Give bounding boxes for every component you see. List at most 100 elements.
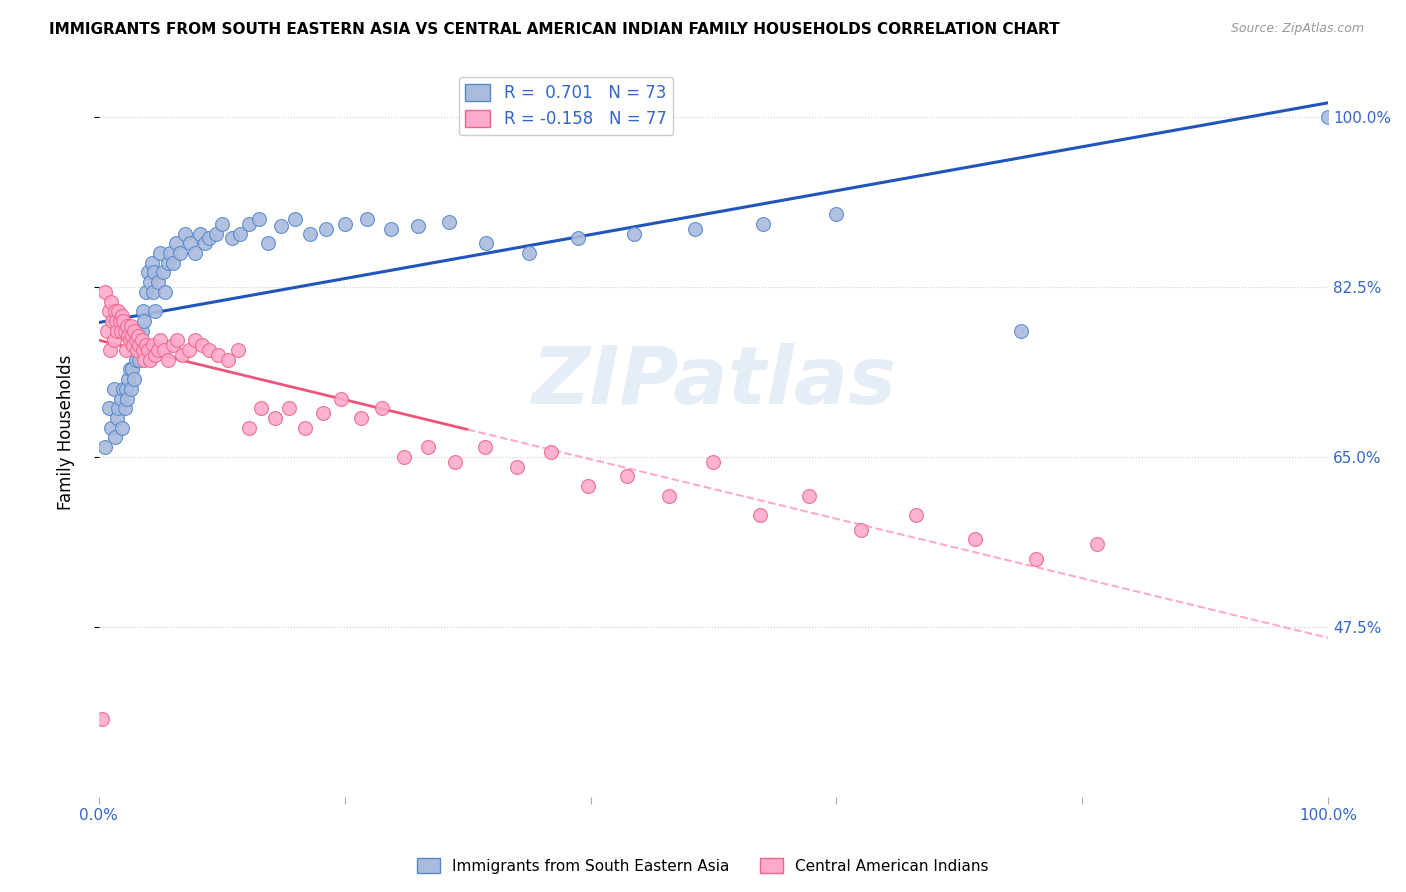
Point: [117, 372, 139, 386]
Point: [1025, 551, 1047, 566]
Point: [122, 338, 145, 352]
Point: [100, 421, 122, 435]
Point: [263, 411, 285, 425]
Point: [111, 309, 134, 323]
Text: ZIPatlas: ZIPatlas: [531, 343, 896, 421]
Point: [134, 314, 156, 328]
Point: [173, 227, 195, 241]
Point: [104, 304, 127, 318]
Point: [284, 212, 307, 227]
Point: [229, 227, 252, 241]
Point: [112, 382, 135, 396]
Point: [311, 406, 333, 420]
Point: [217, 352, 239, 367]
Point: [333, 217, 356, 231]
Point: [132, 304, 155, 318]
Point: [183, 334, 205, 348]
Point: [702, 455, 724, 469]
Point: [127, 324, 149, 338]
Point: [825, 207, 848, 221]
Point: [107, 304, 129, 318]
Point: [153, 285, 176, 299]
Point: [270, 219, 292, 233]
Point: [567, 231, 589, 245]
Point: [221, 231, 243, 245]
Point: [149, 334, 172, 348]
Point: [211, 217, 233, 231]
Point: [91, 712, 114, 726]
Legend: Immigrants from South Eastern Asia, Central American Indians: Immigrants from South Eastern Asia, Cent…: [411, 852, 995, 880]
Point: [156, 352, 179, 367]
Point: [204, 227, 226, 241]
Point: [112, 314, 135, 328]
Point: [107, 401, 129, 416]
Point: [380, 221, 402, 235]
Point: [134, 285, 156, 299]
Point: [108, 314, 131, 328]
Point: [315, 221, 337, 235]
Point: [1317, 110, 1340, 124]
Point: [474, 440, 496, 454]
Point: [159, 246, 181, 260]
Point: [142, 338, 165, 352]
Point: [257, 236, 280, 251]
Point: [238, 217, 260, 231]
Point: [94, 285, 117, 299]
Point: [120, 318, 142, 333]
Point: [121, 328, 143, 343]
Point: [1085, 537, 1108, 551]
Point: [143, 304, 166, 318]
Point: [139, 275, 162, 289]
Point: [114, 401, 136, 416]
Point: [370, 401, 392, 416]
Point: [104, 430, 127, 444]
Point: [250, 401, 273, 416]
Point: [97, 401, 120, 416]
Point: [149, 246, 172, 260]
Point: [118, 334, 141, 348]
Point: [392, 450, 415, 464]
Point: [408, 219, 430, 233]
Point: [749, 508, 772, 522]
Point: [134, 352, 156, 367]
Point: [172, 348, 194, 362]
Point: [166, 334, 188, 348]
Point: [94, 440, 117, 454]
Point: [105, 324, 128, 338]
Point: [965, 533, 987, 547]
Point: [146, 343, 169, 357]
Point: [131, 324, 153, 338]
Point: [146, 275, 169, 289]
Text: Source: ZipAtlas.com: Source: ZipAtlas.com: [1230, 22, 1364, 36]
Point: [127, 328, 149, 343]
Point: [122, 343, 145, 357]
Point: [179, 236, 201, 251]
Point: [418, 440, 440, 454]
Y-axis label: Family Households: Family Households: [58, 355, 75, 510]
Point: [165, 236, 187, 251]
Point: [110, 392, 132, 406]
Point: [125, 343, 148, 357]
Point: [152, 265, 174, 279]
Point: [193, 236, 215, 251]
Point: [294, 421, 316, 435]
Legend: R =  0.701   N = 73, R = -0.158   N = 77: R = 0.701 N = 73, R = -0.158 N = 77: [458, 77, 673, 135]
Point: [143, 265, 166, 279]
Point: [623, 227, 645, 241]
Point: [136, 265, 159, 279]
Point: [115, 318, 138, 333]
Point: [188, 227, 211, 241]
Point: [124, 372, 146, 386]
Point: [98, 343, 121, 357]
Point: [751, 217, 773, 231]
Point: [207, 348, 229, 362]
Point: [114, 324, 136, 338]
Point: [143, 348, 166, 362]
Point: [540, 445, 562, 459]
Point: [96, 324, 118, 338]
Point: [198, 343, 221, 357]
Point: [153, 343, 176, 357]
Point: [198, 231, 221, 245]
Point: [125, 343, 148, 357]
Point: [134, 338, 156, 352]
